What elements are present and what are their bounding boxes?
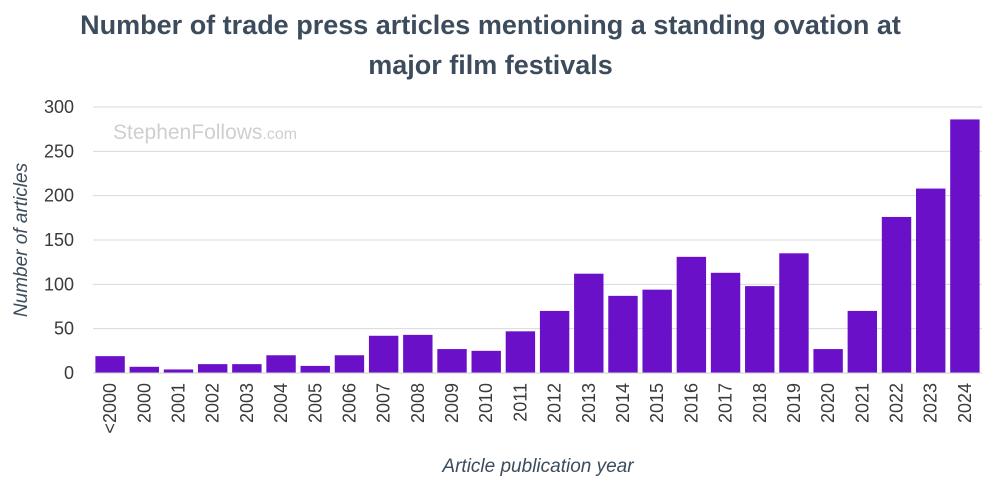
x-tick-label: 2008 xyxy=(408,383,428,423)
y-axis-ticks: 0 50 100 150 200 250 300 xyxy=(44,97,74,383)
x-tick-label: <2000 xyxy=(100,383,120,434)
x-tick-label: 2014 xyxy=(613,383,633,423)
bar xyxy=(539,310,570,373)
x-tick-label: 2012 xyxy=(545,383,565,423)
y-tick-label: 200 xyxy=(44,186,74,206)
x-axis-ticks: <2000 2000 2001 2002 2003 2004 2005 2006 2007 200… xyxy=(100,383,975,434)
x-axis-label: Article publication year xyxy=(441,456,634,477)
bar xyxy=(676,256,707,373)
bar xyxy=(334,355,365,373)
chart-title-line-1: Number of trade press articles mentionin… xyxy=(80,10,901,40)
bar xyxy=(608,295,638,373)
x-tick-label: 2020 xyxy=(818,383,838,423)
bar xyxy=(745,286,775,373)
bar xyxy=(300,365,330,373)
bar xyxy=(163,369,194,373)
bar xyxy=(403,334,433,373)
x-tick-label: 2002 xyxy=(203,383,223,423)
bar xyxy=(197,364,228,373)
bar xyxy=(232,364,262,373)
bar xyxy=(916,188,946,373)
x-tick-label: 2009 xyxy=(442,383,462,423)
x-tick-label: 2019 xyxy=(784,383,804,423)
x-tick-label: 2003 xyxy=(237,383,257,423)
x-tick-label: 2021 xyxy=(852,383,872,423)
bar xyxy=(368,335,399,373)
bar xyxy=(950,119,980,373)
bar xyxy=(437,349,467,373)
x-tick-label: 2017 xyxy=(716,383,736,423)
y-tick-label: 250 xyxy=(44,141,74,161)
bar xyxy=(129,366,159,373)
x-tick-label: 2004 xyxy=(271,383,291,423)
x-tick-label: 2001 xyxy=(168,383,188,423)
x-tick-label: 2018 xyxy=(750,383,770,423)
y-axis-label: Number of articles xyxy=(11,162,32,317)
watermark-main: StephenFollows xyxy=(113,121,262,144)
x-tick-label: 2006 xyxy=(339,383,359,423)
gridlines xyxy=(93,106,982,330)
bar xyxy=(266,355,296,373)
y-tick-label: 300 xyxy=(44,97,74,117)
x-tick-label: 2015 xyxy=(647,383,667,423)
y-tick-label: 0 xyxy=(64,363,74,383)
watermark: StephenFollows.com xyxy=(113,121,297,144)
bar xyxy=(779,253,809,373)
bar xyxy=(574,273,604,373)
x-tick-label: 2016 xyxy=(681,383,701,423)
bar xyxy=(847,310,878,373)
y-tick-label: 150 xyxy=(44,230,74,250)
bar xyxy=(710,272,741,373)
x-tick-label: 2024 xyxy=(955,383,975,423)
bar xyxy=(95,356,125,373)
bar xyxy=(813,349,843,373)
x-tick-label: 2007 xyxy=(374,383,394,423)
x-tick-label: 2011 xyxy=(510,383,530,422)
bar xyxy=(642,289,672,373)
bar xyxy=(471,350,501,373)
y-tick-label: 100 xyxy=(44,274,74,294)
x-tick-label: 2005 xyxy=(305,383,325,423)
x-tick-label: 2013 xyxy=(579,383,599,423)
x-tick-label: 2000 xyxy=(134,383,154,423)
watermark-suffix: .com xyxy=(262,126,297,143)
x-tick-label: 2010 xyxy=(476,383,496,423)
bar xyxy=(881,216,912,373)
x-tick-label: 2023 xyxy=(921,383,941,423)
bar xyxy=(505,331,536,373)
chart-title-line-2: major film festivals xyxy=(368,50,613,80)
y-tick-label: 50 xyxy=(54,319,74,339)
bars xyxy=(95,119,980,373)
x-tick-label: 2022 xyxy=(887,383,907,423)
